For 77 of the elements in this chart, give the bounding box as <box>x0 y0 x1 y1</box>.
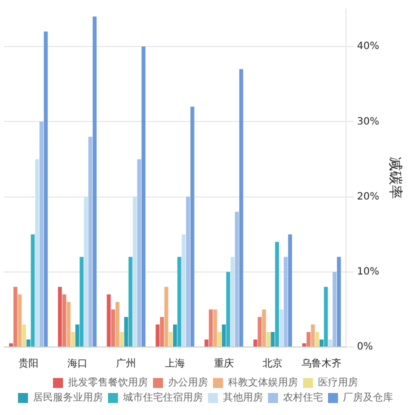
bar <box>234 212 239 346</box>
bar <box>168 332 173 346</box>
legend-label: 批发零售餐饮用房 <box>68 376 148 389</box>
x-tick-label: 海口 <box>67 358 88 370</box>
bar <box>279 309 284 346</box>
bar <box>204 339 208 346</box>
bar <box>230 256 234 346</box>
bar <box>310 324 315 346</box>
bar <box>66 302 71 346</box>
legend-label: 其他用房 <box>223 392 263 404</box>
bar <box>266 332 270 346</box>
bar <box>137 159 142 346</box>
bar <box>164 286 168 346</box>
x-tick-label: 重庆 <box>214 358 234 370</box>
bar <box>70 332 75 346</box>
bar <box>213 309 218 346</box>
bar <box>226 272 230 346</box>
legend-label: 居民服务业用房 <box>33 392 103 404</box>
bar <box>239 69 244 346</box>
bar <box>302 343 306 346</box>
bar <box>320 339 324 346</box>
x-tick-label: 北京 <box>262 358 283 370</box>
bar <box>270 332 275 346</box>
bar <box>26 339 30 346</box>
bar <box>111 309 116 346</box>
y-axis-title: 减碳率 <box>386 157 403 199</box>
bar <box>22 324 26 346</box>
bar <box>253 339 258 346</box>
y-tick-label: 20% <box>356 191 380 202</box>
x-tick-label: 广州 <box>116 358 136 370</box>
legend-label: 城市住宅住宿用房 <box>122 392 203 404</box>
bar <box>160 316 164 346</box>
bar <box>182 234 186 346</box>
bar <box>324 286 328 346</box>
bar <box>92 16 97 346</box>
legend-label: 厂房及仓库 <box>343 392 393 404</box>
legend-label: 医疗用房 <box>318 376 358 389</box>
bar <box>80 256 84 346</box>
bar <box>88 136 92 346</box>
bar <box>132 196 137 346</box>
bar <box>128 256 132 346</box>
bar <box>173 324 177 346</box>
legend-label: 农村住宅 <box>283 392 323 404</box>
bar <box>44 32 48 346</box>
y-tick-label: 30% <box>356 116 380 128</box>
bar <box>13 286 18 346</box>
bar <box>288 234 292 346</box>
y-tick-label: 0% <box>356 342 373 353</box>
bar <box>156 324 160 346</box>
bar <box>35 159 40 346</box>
bar <box>9 343 14 346</box>
bar <box>142 46 146 346</box>
bar <box>258 316 262 346</box>
bar <box>124 316 128 346</box>
bar <box>58 286 62 346</box>
x-tick-label: 贵阳 <box>18 358 38 370</box>
x-tick-label: 乌鲁木齐 <box>302 358 342 370</box>
bar <box>75 324 80 346</box>
legend-label: 办公用房 <box>168 376 208 389</box>
bar <box>115 302 120 346</box>
x-tick-label: 上海 <box>164 358 185 370</box>
bar <box>186 196 190 346</box>
bar <box>306 332 310 346</box>
y-tick-label: 10% <box>356 266 380 278</box>
legend-label: 科教文体娱用房 <box>228 376 298 389</box>
bar <box>208 309 213 346</box>
bar <box>218 332 222 346</box>
bar <box>332 272 337 346</box>
bar <box>275 242 279 346</box>
bar <box>190 106 194 346</box>
bar <box>84 196 88 346</box>
bar <box>222 324 226 346</box>
bar <box>336 256 341 346</box>
bar <box>177 256 182 346</box>
bar <box>40 122 44 346</box>
bar <box>262 309 266 346</box>
y-tick-label: 40% <box>356 41 380 52</box>
